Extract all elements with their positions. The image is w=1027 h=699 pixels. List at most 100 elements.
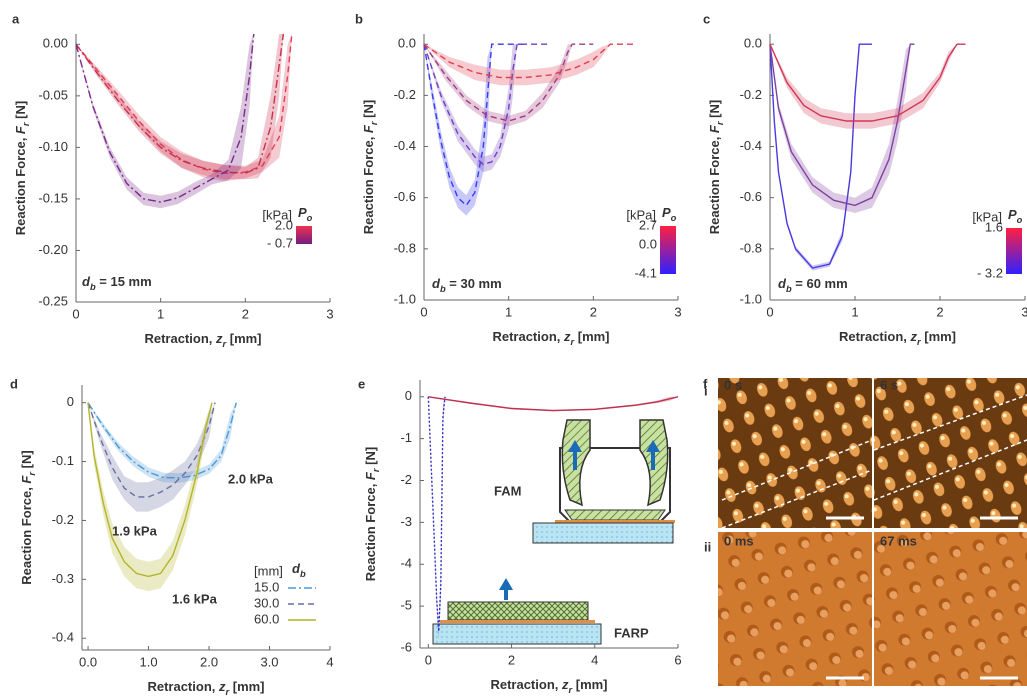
row-label: i bbox=[704, 383, 708, 398]
legend-label: 15.0 bbox=[254, 579, 279, 594]
y-tick-label: 0.0 bbox=[398, 36, 416, 51]
condition-label: db = 60 mm bbox=[778, 276, 848, 294]
y-tick-label: -0.3 bbox=[52, 571, 74, 586]
series-line bbox=[427, 396, 446, 632]
y-axis-label: Reaction Force, Fr [N] bbox=[707, 100, 725, 234]
y-axis-label-part: r bbox=[371, 467, 381, 472]
colorbar-tick-label: 0.0 bbox=[639, 236, 657, 251]
annotation: FARP bbox=[614, 625, 649, 640]
error-band bbox=[770, 44, 915, 214]
y-tick-label: -0.8 bbox=[740, 240, 762, 255]
y-axis-label-part: r bbox=[21, 121, 31, 126]
x-axis-label-part: Retraction, bbox=[492, 329, 564, 344]
x-axis-label: Retraction, zr [mm] bbox=[839, 329, 956, 347]
x-tick-label: 0.0 bbox=[79, 654, 97, 669]
x-axis-label: Retraction, zr [mm] bbox=[147, 679, 264, 697]
series-line bbox=[75, 33, 255, 203]
y-axis-label: Reaction Force, Fr [N] bbox=[361, 100, 379, 234]
x-axis-label-part: [mm] bbox=[226, 331, 261, 346]
x-axis-label: Retraction, zr [mm] bbox=[490, 677, 607, 695]
colorbar bbox=[660, 226, 676, 274]
x-axis-label-part: [mm] bbox=[229, 679, 264, 694]
x-tick-label: 0 bbox=[425, 652, 432, 667]
condition-label-part: = 15 mm bbox=[96, 274, 152, 289]
colorbar-variable-part: P bbox=[298, 205, 307, 220]
x-tick-label: 0 bbox=[72, 306, 79, 321]
y-axis-label-part: F bbox=[19, 475, 34, 484]
colorbar bbox=[296, 226, 312, 244]
y-axis-label-part: [N] bbox=[361, 100, 376, 122]
x-axis-label-part: [mm] bbox=[574, 329, 609, 344]
x-axis-label-part: [mm] bbox=[921, 329, 956, 344]
x-tick-label: 1 bbox=[851, 304, 858, 319]
colorbar-variable-part: P bbox=[662, 205, 671, 220]
y-axis-label: Reaction Force, Fr [N] bbox=[19, 450, 37, 584]
y-axis-label-part: Reaction Force, bbox=[361, 133, 376, 234]
panel-label: e bbox=[358, 376, 365, 391]
y-axis-label-part: r bbox=[715, 120, 725, 125]
y-tick-label: -0.25 bbox=[38, 293, 68, 308]
y-tick-label: -1.0 bbox=[394, 291, 416, 306]
series-line bbox=[423, 43, 526, 207]
y-tick-label: 0.0 bbox=[744, 36, 762, 51]
x-axis-label-part: r bbox=[568, 685, 573, 695]
colorbar-variable-part: o bbox=[1017, 215, 1023, 225]
panel-label: f bbox=[703, 376, 708, 391]
frame-time: 67 ms bbox=[880, 533, 917, 548]
y-axis-label: Reaction Force, Fr [N] bbox=[363, 447, 381, 581]
legend-title-var-part: b bbox=[300, 569, 306, 579]
annotation: FAM bbox=[494, 483, 521, 498]
frame-time: 0 ms bbox=[724, 533, 754, 548]
y-tick-label: -0.6 bbox=[740, 189, 762, 204]
x-tick-label: 3.0 bbox=[260, 654, 278, 669]
x-axis-label-part: r bbox=[225, 687, 230, 697]
x-tick-label: 3 bbox=[326, 306, 333, 321]
colorbar-tick-label: - 0.7 bbox=[267, 235, 293, 250]
y-axis-label: Reaction Force, Fr [N] bbox=[13, 101, 31, 235]
series-line bbox=[75, 33, 285, 174]
row-label: ii bbox=[704, 539, 711, 554]
panel-label: a bbox=[12, 11, 20, 26]
colorbar-variable-part: P bbox=[1008, 207, 1017, 222]
annotation: 2.0 kPa bbox=[228, 471, 274, 486]
colorbar-unit: [kPa] bbox=[972, 209, 1002, 224]
y-tick-label: -0.1 bbox=[52, 453, 74, 468]
colorbar-tick-label: 2.0 bbox=[275, 217, 293, 232]
colorbar-variable-part: o bbox=[671, 213, 677, 223]
x-axis-label-part: z bbox=[563, 329, 571, 344]
series-line bbox=[428, 396, 679, 412]
x-tick-label: 1 bbox=[157, 306, 164, 321]
error-band bbox=[424, 44, 526, 216]
x-tick-label: 3 bbox=[1021, 304, 1027, 319]
y-tick-label: -0.4 bbox=[52, 630, 74, 645]
y-axis-label-part: r bbox=[369, 120, 379, 125]
y-tick-label: -0.2 bbox=[394, 87, 416, 102]
x-axis-label-part: z bbox=[561, 677, 569, 692]
legend-title-var-part: d bbox=[292, 561, 301, 576]
colorbar-unit: [kPa] bbox=[626, 207, 656, 222]
y-tick-label: -6 bbox=[400, 639, 412, 654]
fam-diagram bbox=[532, 419, 675, 544]
series-line bbox=[75, 33, 293, 174]
y-axis-label-part: [N] bbox=[13, 101, 28, 123]
x-axis-label-part: z bbox=[218, 679, 226, 694]
y-tick-label: 0 bbox=[405, 388, 412, 403]
condition-label: db = 30 mm bbox=[432, 276, 502, 294]
error-band bbox=[88, 402, 216, 512]
x-tick-label: 4 bbox=[591, 652, 598, 667]
x-tick-label: 2 bbox=[242, 306, 249, 321]
series-line bbox=[769, 43, 915, 207]
x-tick-label: 0 bbox=[766, 304, 773, 319]
colorbar-unit: [kPa] bbox=[262, 207, 292, 222]
y-axis-label-part: [N] bbox=[707, 100, 722, 122]
condition-label-part: d bbox=[778, 276, 787, 291]
y-tick-label: -0.8 bbox=[394, 240, 416, 255]
x-axis-label: Retraction, zr [mm] bbox=[144, 331, 261, 349]
x-tick-label: 1 bbox=[505, 304, 512, 319]
y-tick-label: -0.15 bbox=[38, 190, 68, 205]
x-axis-label-part: Retraction, bbox=[144, 331, 216, 346]
y-tick-label: -0.4 bbox=[394, 138, 416, 153]
x-axis-label-part: [mm] bbox=[572, 677, 607, 692]
colorbar-variable: Po bbox=[662, 205, 677, 223]
y-axis-label-part: [N] bbox=[363, 447, 378, 469]
